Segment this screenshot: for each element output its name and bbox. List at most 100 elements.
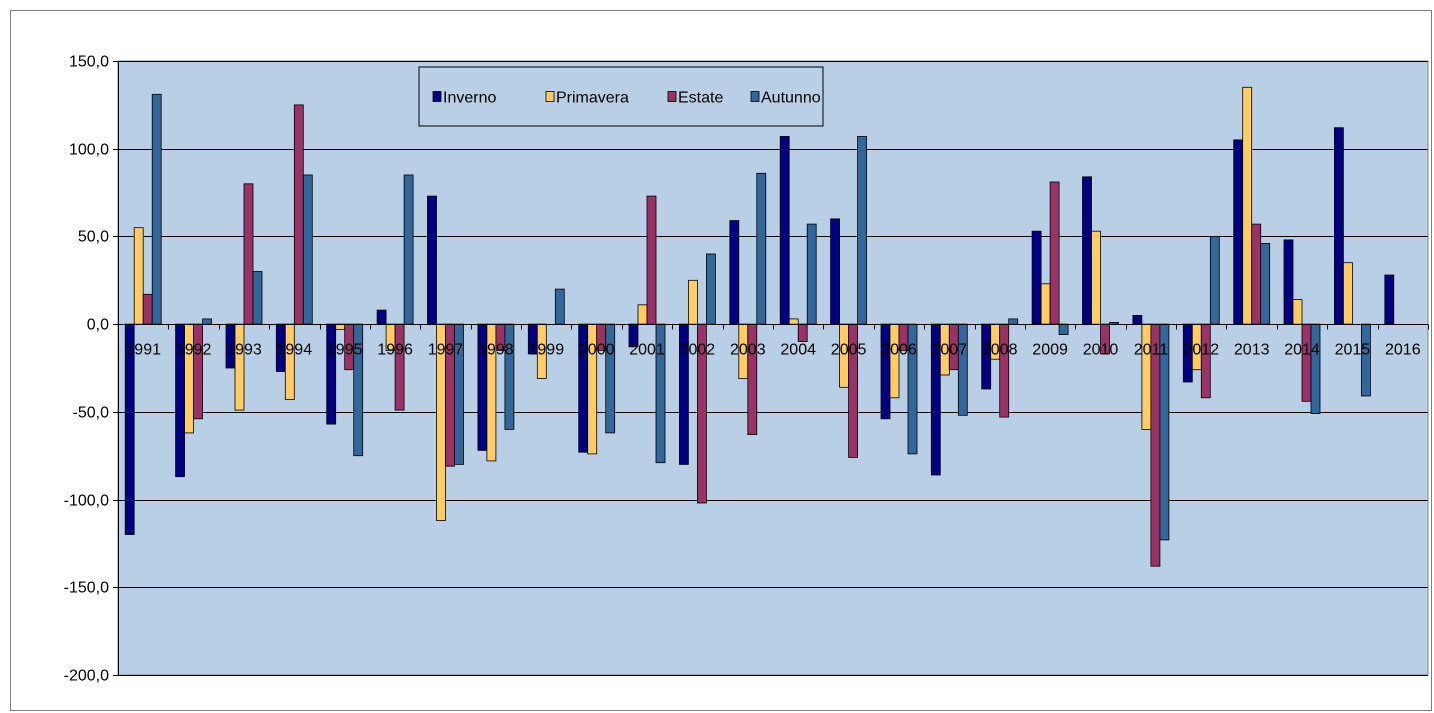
x-category-label: 2010 bbox=[1083, 342, 1119, 359]
bar-primavera-1992 bbox=[184, 323, 195, 434]
bar-primavera-2011 bbox=[1141, 323, 1152, 430]
bar-primavera-1993 bbox=[234, 323, 245, 411]
y-tick-label: 100,0 bbox=[69, 142, 109, 159]
bar-estate-1992 bbox=[193, 323, 204, 420]
y-tick-label: -50,0 bbox=[73, 405, 110, 422]
bar-autunno-1996 bbox=[403, 174, 414, 325]
bar-estate-2011 bbox=[1150, 323, 1161, 567]
bar-inverno-1995 bbox=[326, 323, 337, 425]
y-axis-ticks: 150,0 100,0 50,0 0,0 -50,0 -100,0 -150,0 -200,0 bbox=[64, 54, 119, 685]
y-tick-label: 150,0 bbox=[69, 54, 109, 71]
bar-primavera-2015 bbox=[1343, 262, 1353, 325]
x-category-label: 2015 bbox=[1335, 342, 1371, 359]
x-category-label: 2008 bbox=[982, 342, 1018, 359]
x-category-label: 1994 bbox=[277, 342, 313, 359]
legend-label-primavera: Primavera bbox=[556, 90, 629, 107]
x-axis-category-labels: 1991 1992 1993 1994 1995 1996 1997 1998 1999 2000… bbox=[125, 342, 1420, 359]
bar-autunno-2007 bbox=[957, 323, 968, 416]
bar-autunno-2014 bbox=[1310, 323, 1321, 415]
bar-primavera-2002 bbox=[688, 279, 698, 325]
x-category-label: 1997 bbox=[428, 342, 464, 359]
bar-estate-1991 bbox=[142, 293, 153, 325]
x-category-label: 1992 bbox=[176, 342, 212, 359]
bar-inverno-2015 bbox=[1334, 127, 1344, 325]
legend-label-inverno: Inverno bbox=[443, 90, 496, 107]
bar-primavera-1994 bbox=[284, 323, 295, 400]
y-tick-label: -100,0 bbox=[64, 493, 109, 510]
bar-autunno-1998 bbox=[504, 323, 515, 430]
y-tick-label: -150,0 bbox=[64, 580, 109, 597]
bar-estate-2009 bbox=[1049, 181, 1060, 325]
bar-autunno-2005 bbox=[857, 136, 867, 325]
bar-inverno-2010 bbox=[1082, 176, 1092, 325]
x-category-label: 2007 bbox=[932, 342, 968, 359]
bar-inverno-1997 bbox=[427, 195, 437, 325]
bar-primavera-2014 bbox=[1292, 299, 1303, 325]
bar-autunno-2009 bbox=[1058, 323, 1069, 336]
x-category-label: 2011 bbox=[1134, 342, 1169, 359]
x-category-label: 2013 bbox=[1234, 342, 1270, 359]
legend-swatch-primavera bbox=[545, 91, 555, 102]
bar-estate-1993 bbox=[243, 183, 254, 325]
bar-inverno-2013 bbox=[1233, 139, 1244, 325]
bar-inverno-2003 bbox=[729, 220, 740, 325]
x-category-label: 2006 bbox=[881, 342, 917, 359]
x-category-label: 2014 bbox=[1284, 342, 1320, 359]
bar-autunno-2013 bbox=[1260, 242, 1271, 325]
bar-autunno-2000 bbox=[605, 323, 616, 434]
x-axis bbox=[118, 324, 1429, 330]
bar-autunno-1994 bbox=[302, 174, 313, 325]
bar-autunno-2010 bbox=[1109, 321, 1119, 325]
y-tick-label: -200,0 bbox=[64, 668, 109, 685]
bar-primavera-2009 bbox=[1040, 283, 1051, 325]
legend: Inverno Primavera Estate Autunno bbox=[418, 66, 824, 127]
bar-primavera-2010 bbox=[1091, 230, 1101, 325]
chart-frame: 150,0 100,0 50,0 0,0 -50,0 -100,0 -150,0 -200,0… bbox=[10, 10, 1432, 711]
x-category-label: 2016 bbox=[1385, 342, 1421, 359]
bar-inverno-2011 bbox=[1132, 314, 1143, 325]
bar-inverno-2009 bbox=[1031, 230, 1042, 325]
x-category-label: 2000 bbox=[579, 342, 615, 359]
y-tick-label: 0,0 bbox=[87, 317, 109, 334]
bar-autunno-2015 bbox=[1361, 323, 1371, 397]
bar-primavera-1991 bbox=[133, 227, 144, 325]
legend-swatch-autunno bbox=[750, 91, 760, 102]
bar-estate-2004 bbox=[797, 323, 808, 343]
x-category-label: 2001 bbox=[629, 342, 665, 359]
y-tick-label: 50,0 bbox=[78, 229, 109, 246]
bar-estate-2008 bbox=[999, 323, 1010, 418]
legend-swatch-inverno bbox=[432, 91, 442, 102]
bar-estate-1996 bbox=[394, 323, 405, 411]
x-category-label: 1999 bbox=[529, 342, 565, 359]
legend-label-autunno: Autunno bbox=[761, 90, 821, 107]
bar-primavera-2001 bbox=[637, 304, 648, 325]
x-category-label: 2003 bbox=[730, 342, 766, 359]
x-category-label: 2004 bbox=[780, 342, 816, 359]
x-category-label: 2012 bbox=[1184, 342, 1220, 359]
plot-area bbox=[117, 60, 1429, 676]
x-category-label: 2005 bbox=[831, 342, 867, 359]
bar-estate-2012 bbox=[1200, 323, 1211, 399]
bar-autunno-2008 bbox=[1008, 318, 1019, 325]
bar-autunno-1993 bbox=[252, 271, 263, 325]
bar-inverno-2006 bbox=[880, 323, 891, 420]
bar-autunno-2002 bbox=[706, 253, 716, 325]
bar-inverno-2016 bbox=[1384, 274, 1395, 325]
legend-swatch-estate bbox=[667, 91, 677, 102]
bar-estate-2014 bbox=[1301, 323, 1312, 402]
bar-autunno-1999 bbox=[554, 288, 565, 325]
bar-autunno-2004 bbox=[806, 223, 817, 325]
x-category-label: 2002 bbox=[680, 342, 716, 359]
x-category-label: 1996 bbox=[377, 342, 413, 359]
bar-inverno-2005 bbox=[830, 218, 840, 325]
bar-autunno-2012 bbox=[1209, 235, 1220, 325]
bar-autunno-1991 bbox=[151, 93, 162, 325]
x-category-label: 1993 bbox=[226, 342, 262, 359]
bar-primavera-2004 bbox=[788, 318, 799, 325]
bar-estate-2013 bbox=[1251, 223, 1262, 325]
bar-autunno-1992 bbox=[202, 318, 213, 325]
bar-estate-2001 bbox=[646, 195, 657, 325]
x-category-label: 1995 bbox=[327, 342, 363, 359]
bar-inverno-2014 bbox=[1283, 239, 1294, 325]
bar-inverno-2004 bbox=[779, 136, 790, 325]
